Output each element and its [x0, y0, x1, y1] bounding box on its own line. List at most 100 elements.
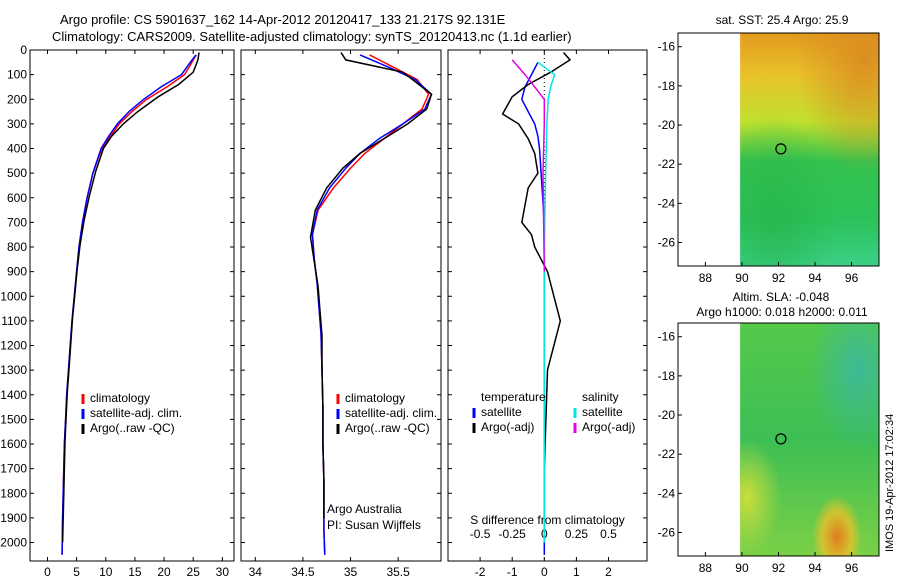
depth-tick-label: 2000: [0, 536, 27, 550]
x-tick-label: 10: [99, 565, 113, 579]
x-tick-label: 34.5: [291, 565, 315, 579]
x-tick-label: 35: [344, 565, 358, 579]
x-tick-label: 35.5: [386, 565, 410, 579]
map-y-tick-label: -20: [658, 118, 676, 132]
depth-tick-label: 1900: [0, 511, 27, 525]
map-x-tick-label: 94: [808, 561, 822, 575]
temperature-legend-label: Argo(..raw -QC): [90, 421, 175, 435]
annotation-line: PI: Susan Wijffels: [327, 518, 421, 532]
depth-tick-label: 200: [7, 92, 27, 106]
map-y-tick-label: -16: [658, 330, 676, 344]
depth-tick-label: 800: [7, 240, 27, 254]
x-tick-label: 1: [573, 565, 580, 579]
depth-tick-label: 1800: [0, 486, 27, 500]
s-tick-label: 0.25: [565, 527, 589, 541]
salinity-legend-header: salinity: [582, 390, 619, 404]
map-field: [740, 323, 879, 556]
depth-tick-label: 600: [7, 191, 27, 205]
map-x-tick-label: 92: [772, 561, 786, 575]
s-tick-label: -0.25: [499, 527, 527, 541]
depth-tick-label: 1300: [0, 363, 27, 377]
map-x-tick-label: 88: [699, 561, 713, 575]
temperature-legend-label: climatology: [90, 391, 150, 405]
map-y-tick-label: -20: [658, 408, 676, 422]
s-tick-label: -0.5: [470, 527, 491, 541]
map-y-tick-label: -26: [658, 526, 676, 540]
map-x-tick-label: 92: [772, 271, 786, 285]
annotation-line: Argo Australia: [327, 502, 402, 516]
imos-stamp: IMOS 19-Apr-2012 17:02:34: [884, 414, 896, 552]
map-x-tick-label: 90: [735, 561, 749, 575]
x-tick-label: 15: [128, 565, 142, 579]
panel-sla-map: 88 90 92 94 96 -16 -18 -20 -22 -24 -26 Altim. SLA: …: [658, 290, 880, 575]
series-line-argo: [61, 52, 200, 543]
panel-differences: -2-1012T difference from climatology-0.5…: [447, 49, 648, 579]
x-tick-label: 2: [605, 565, 612, 579]
figure-title-line2: Climatology: CARS2009. Satellite-adjuste…: [52, 29, 572, 44]
map-field: [740, 33, 879, 266]
depth-tick-label: 700: [7, 215, 27, 229]
depth-tick-label: 1000: [0, 289, 27, 303]
salinity-legend-label: climatology: [345, 391, 405, 405]
depth-tick-label: 400: [7, 142, 27, 156]
depth-tick-label: 1600: [0, 437, 27, 451]
map-y-tick-label: -26: [658, 236, 676, 250]
depth-tick-label: 100: [7, 68, 27, 82]
diff-salinity-legend-label: Argo(-adj): [582, 420, 635, 434]
depth-tick-label: 1200: [0, 339, 27, 353]
map-y-tick-label: -16: [658, 40, 676, 54]
panel-sst-map: 88 90 92 94 96 -16 -18 -20 -22 -24 -26 sat. SST: 25…: [658, 13, 880, 285]
depth-tick-label: 0: [20, 43, 27, 57]
depth-tick-label: 1500: [0, 412, 27, 426]
x-tick-label: 5: [73, 565, 80, 579]
depth-tick-label: 1700: [0, 462, 27, 476]
plot-frame: [29, 49, 235, 562]
salinity-legend-label: Argo(..raw -QC): [345, 421, 430, 435]
diff-salinity-legend-label: satellite: [582, 405, 623, 419]
figure-title-line1: Argo profile: CS 5901637_162 14-Apr-2012…: [60, 12, 506, 27]
depth-tick-label: 1400: [0, 388, 27, 402]
temperature-legend-header: temperature: [481, 390, 546, 404]
temperature-legend-label: satellite-adj. clim.: [90, 406, 182, 420]
map-y-tick-label: -18: [658, 369, 676, 383]
map-x-tick-label: 88: [699, 271, 713, 285]
diff-temperature-legend-label: Argo(-adj): [481, 420, 534, 434]
depth-tick-label: 500: [7, 166, 27, 180]
depth-tick-label: 1100: [1, 314, 27, 328]
map-y-tick-label: -18: [658, 79, 676, 93]
depth-tick-label: 900: [7, 265, 27, 279]
depth-tick-label: 300: [7, 117, 27, 131]
map-title: sat. SST: 25.4 Argo: 25.9: [716, 13, 849, 27]
s-tick-label: 0.5: [600, 527, 617, 541]
argo-position-marker: [775, 433, 787, 445]
series-line-temperature-argo-adj-: [501, 52, 572, 543]
map-y-tick-label: -22: [658, 447, 676, 461]
plot-frame: [240, 49, 442, 562]
map-x-tick-label: 94: [808, 271, 822, 285]
argo-position-marker: [775, 143, 787, 155]
series-line-salinity-satellite: [537, 61, 556, 543]
s-axis-label: S difference from climatology: [470, 513, 625, 527]
series-line-salinity-argo-adj-: [511, 59, 546, 272]
map-y-tick-label: -22: [658, 157, 676, 171]
x-tick-label: -1: [507, 565, 518, 579]
x-tick-label: 30: [216, 565, 230, 579]
plot-frame: [447, 49, 648, 562]
series-line-argo: [309, 52, 433, 518]
map-x-tick-label: 96: [845, 271, 859, 285]
map-y-tick-label: -24: [658, 486, 676, 500]
x-tick-label: 20: [157, 565, 171, 579]
x-tick-label: 0: [541, 565, 548, 579]
map-y-tick-label: -24: [658, 196, 676, 210]
x-tick-label: -2: [475, 565, 486, 579]
map-subtitle: Argo h1000: 0.018 h2000: 0.011: [696, 305, 868, 319]
x-tick-label: 0: [44, 565, 51, 579]
x-tick-label: 25: [187, 565, 201, 579]
panel-salinity: 3434.53535.5salinityclimatologysatellite…: [240, 49, 442, 579]
map-x-tick-label: 90: [735, 271, 749, 285]
x-tick-label: 34: [249, 565, 263, 579]
salinity-legend-label: satellite-adj. clim.: [345, 406, 437, 420]
diff-temperature-legend-label: satellite: [481, 405, 522, 419]
map-title: Altim. SLA: -0.048: [733, 290, 830, 304]
